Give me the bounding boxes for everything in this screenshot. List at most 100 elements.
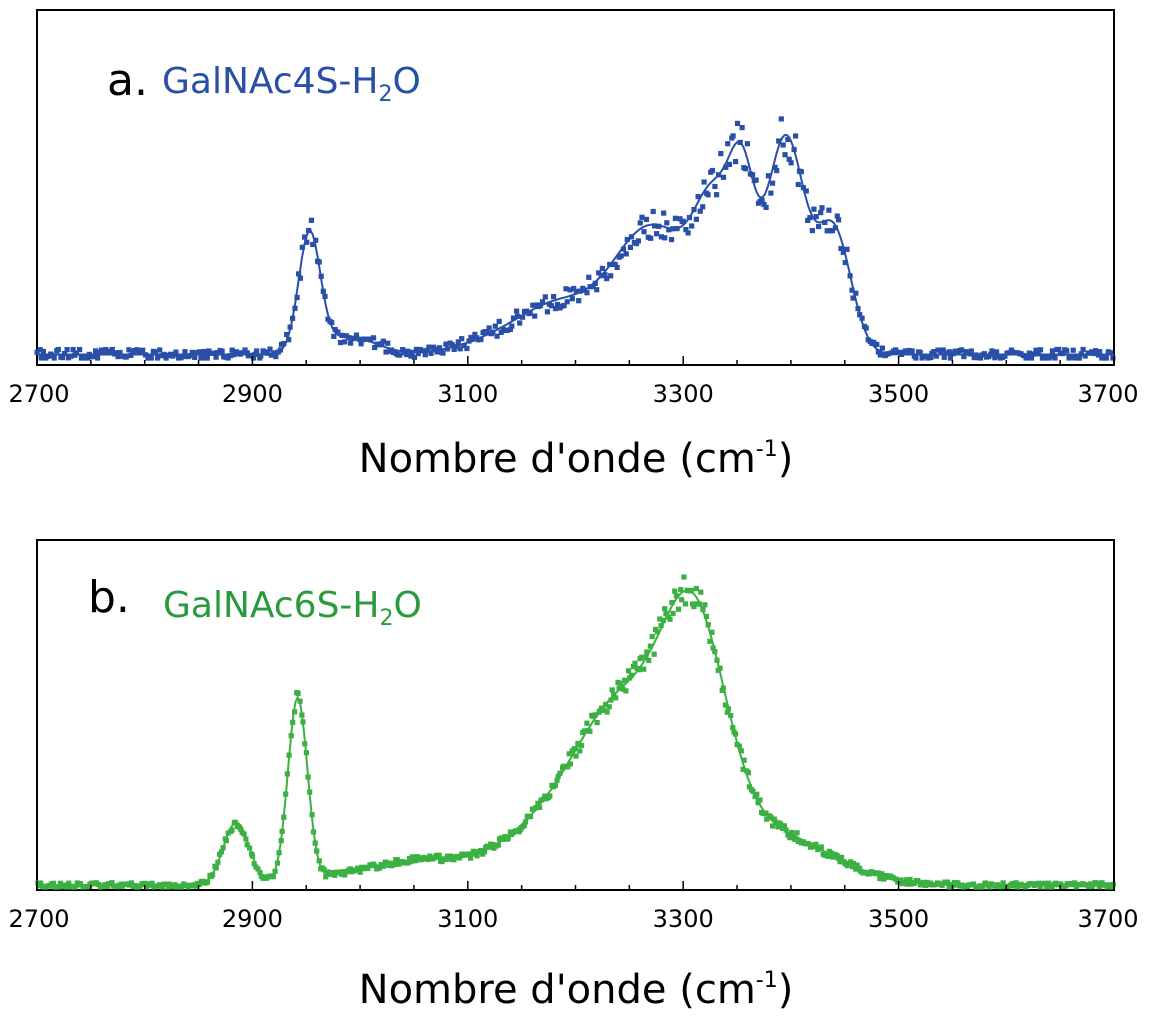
panel-b-data-point <box>342 872 348 878</box>
panel-a-data-point <box>475 337 481 343</box>
panel-a-data-point <box>542 294 548 300</box>
panel-a-data-point <box>697 208 703 214</box>
panel-b-data-point <box>682 601 689 607</box>
panel-a-data-point <box>337 340 344 346</box>
panel-a-data-point <box>599 265 605 271</box>
panel-a-data-point <box>339 332 345 338</box>
panel-b-data-point <box>794 830 800 836</box>
panel-b-data-point <box>552 782 558 789</box>
panel-a-data-point <box>850 295 856 301</box>
panel-a-data-point <box>909 348 915 354</box>
panel-b-data-point <box>444 853 451 859</box>
panel-a-x-tick-label: 3100 <box>437 380 498 408</box>
panel-a-data-point <box>426 344 432 350</box>
panel-a-data-point <box>457 346 463 352</box>
panel-a-data-point <box>778 116 784 122</box>
panel-a-data-point <box>400 347 406 353</box>
panel-b-data-point <box>615 679 621 685</box>
panel-a-data-point <box>55 346 61 353</box>
panel-a-data-point <box>173 349 179 355</box>
panel-a-data-point <box>64 347 70 353</box>
panel-a-data-point <box>795 181 801 188</box>
panel-a-data-point <box>185 353 191 359</box>
panel-a-data-point <box>204 355 210 361</box>
panel-a-data-point <box>641 229 647 235</box>
panel-a-data-point <box>620 246 627 252</box>
panel-b-data-point <box>768 814 774 820</box>
panel-a-data-point <box>498 329 504 335</box>
panel-a-data-point <box>863 325 869 331</box>
panel-b-data-point <box>321 866 327 873</box>
panel-b-data-point <box>979 884 985 890</box>
panel-a-data-point <box>1103 355 1109 361</box>
panel-a-data-point <box>807 215 813 221</box>
panel-a-data-point <box>786 156 792 162</box>
panel-b-data-point <box>709 629 715 635</box>
panel-a-data-point <box>816 223 822 230</box>
panel-a-data-point <box>989 348 995 354</box>
panel-b-data-point <box>1088 881 1094 887</box>
panel-a-data-point <box>219 348 225 354</box>
panel-b-data-point <box>839 854 845 860</box>
panel-a-data-point <box>331 333 337 339</box>
panel-a-data-point <box>73 350 79 356</box>
panel-a-data-point <box>51 355 57 361</box>
panel-b: 2700 2900 3100 3300 3500 3700 b. GalNAc6S-H2O… <box>8 539 1139 1013</box>
panel-a-data-point <box>494 333 500 339</box>
panel-b-data-point <box>620 686 626 692</box>
panel-b-x-tick-label: 3500 <box>868 905 929 933</box>
panel-b-data-point <box>608 697 614 703</box>
panel-a-data-point <box>705 192 711 198</box>
panel-a-data-point <box>304 239 310 245</box>
panel-b-data-point <box>746 784 752 790</box>
panel-a-data-point <box>968 348 974 354</box>
panel-a-data-point <box>759 197 765 204</box>
panel-a-data-point <box>91 353 97 360</box>
panel-a-data-point <box>725 141 731 147</box>
panel-a-data-point <box>931 349 937 355</box>
panel-b-data-point <box>380 863 386 869</box>
panel-b-data-point <box>741 757 747 763</box>
panel-b-data-point <box>383 859 389 865</box>
panel-a-data-point <box>214 350 220 356</box>
panel-a-data-point <box>397 352 403 358</box>
panel-b-data-point <box>77 880 84 887</box>
panel-b-data-point <box>757 797 763 803</box>
panel-b-data-point <box>251 861 257 867</box>
panel-b-data-point <box>669 599 675 606</box>
panel-a-data-point <box>875 349 881 355</box>
panel-a-data-point <box>608 273 614 279</box>
panel-a-data-point <box>77 347 83 353</box>
panel-b-data-point <box>920 879 926 885</box>
panel-a-data-point <box>576 298 582 304</box>
panel-a-data-point <box>1097 349 1103 355</box>
panel-a-data-point <box>879 345 885 351</box>
panel-a-data-point <box>286 337 292 343</box>
panel-a-data-point <box>734 120 741 126</box>
panel-b-data-point <box>616 685 622 691</box>
panel-a-data-point <box>564 299 570 305</box>
panel-b-data-point <box>329 870 335 876</box>
panel-a-data-point <box>509 323 515 329</box>
panel-a-data-point <box>1099 355 1105 361</box>
panel-a-data-point <box>510 315 517 321</box>
panel-a-data-point <box>813 214 819 220</box>
panel-a-data-point <box>573 288 579 294</box>
panel-a-data-point <box>726 161 732 167</box>
panel-a-data-point <box>1052 355 1058 361</box>
panel-a-data-point <box>819 205 825 211</box>
panel-b-data-point <box>613 695 619 701</box>
panel-a-data-point <box>302 234 308 240</box>
panel-b-data-point <box>394 857 400 863</box>
panel-a-data-point <box>695 194 701 200</box>
panel-a-data-point <box>1072 355 1078 361</box>
panel-a-data-point <box>140 347 146 353</box>
panel-b-plot-area <box>35 574 1116 890</box>
panel-b-data-point <box>1072 880 1078 886</box>
panel-a-data-point <box>975 355 981 361</box>
panel-a-data-point <box>571 285 577 292</box>
panel-b-data-point <box>703 613 709 619</box>
panel-a-data-point <box>348 340 354 346</box>
panel-b-data-point <box>681 574 687 580</box>
panel-a-data-point <box>666 227 672 233</box>
